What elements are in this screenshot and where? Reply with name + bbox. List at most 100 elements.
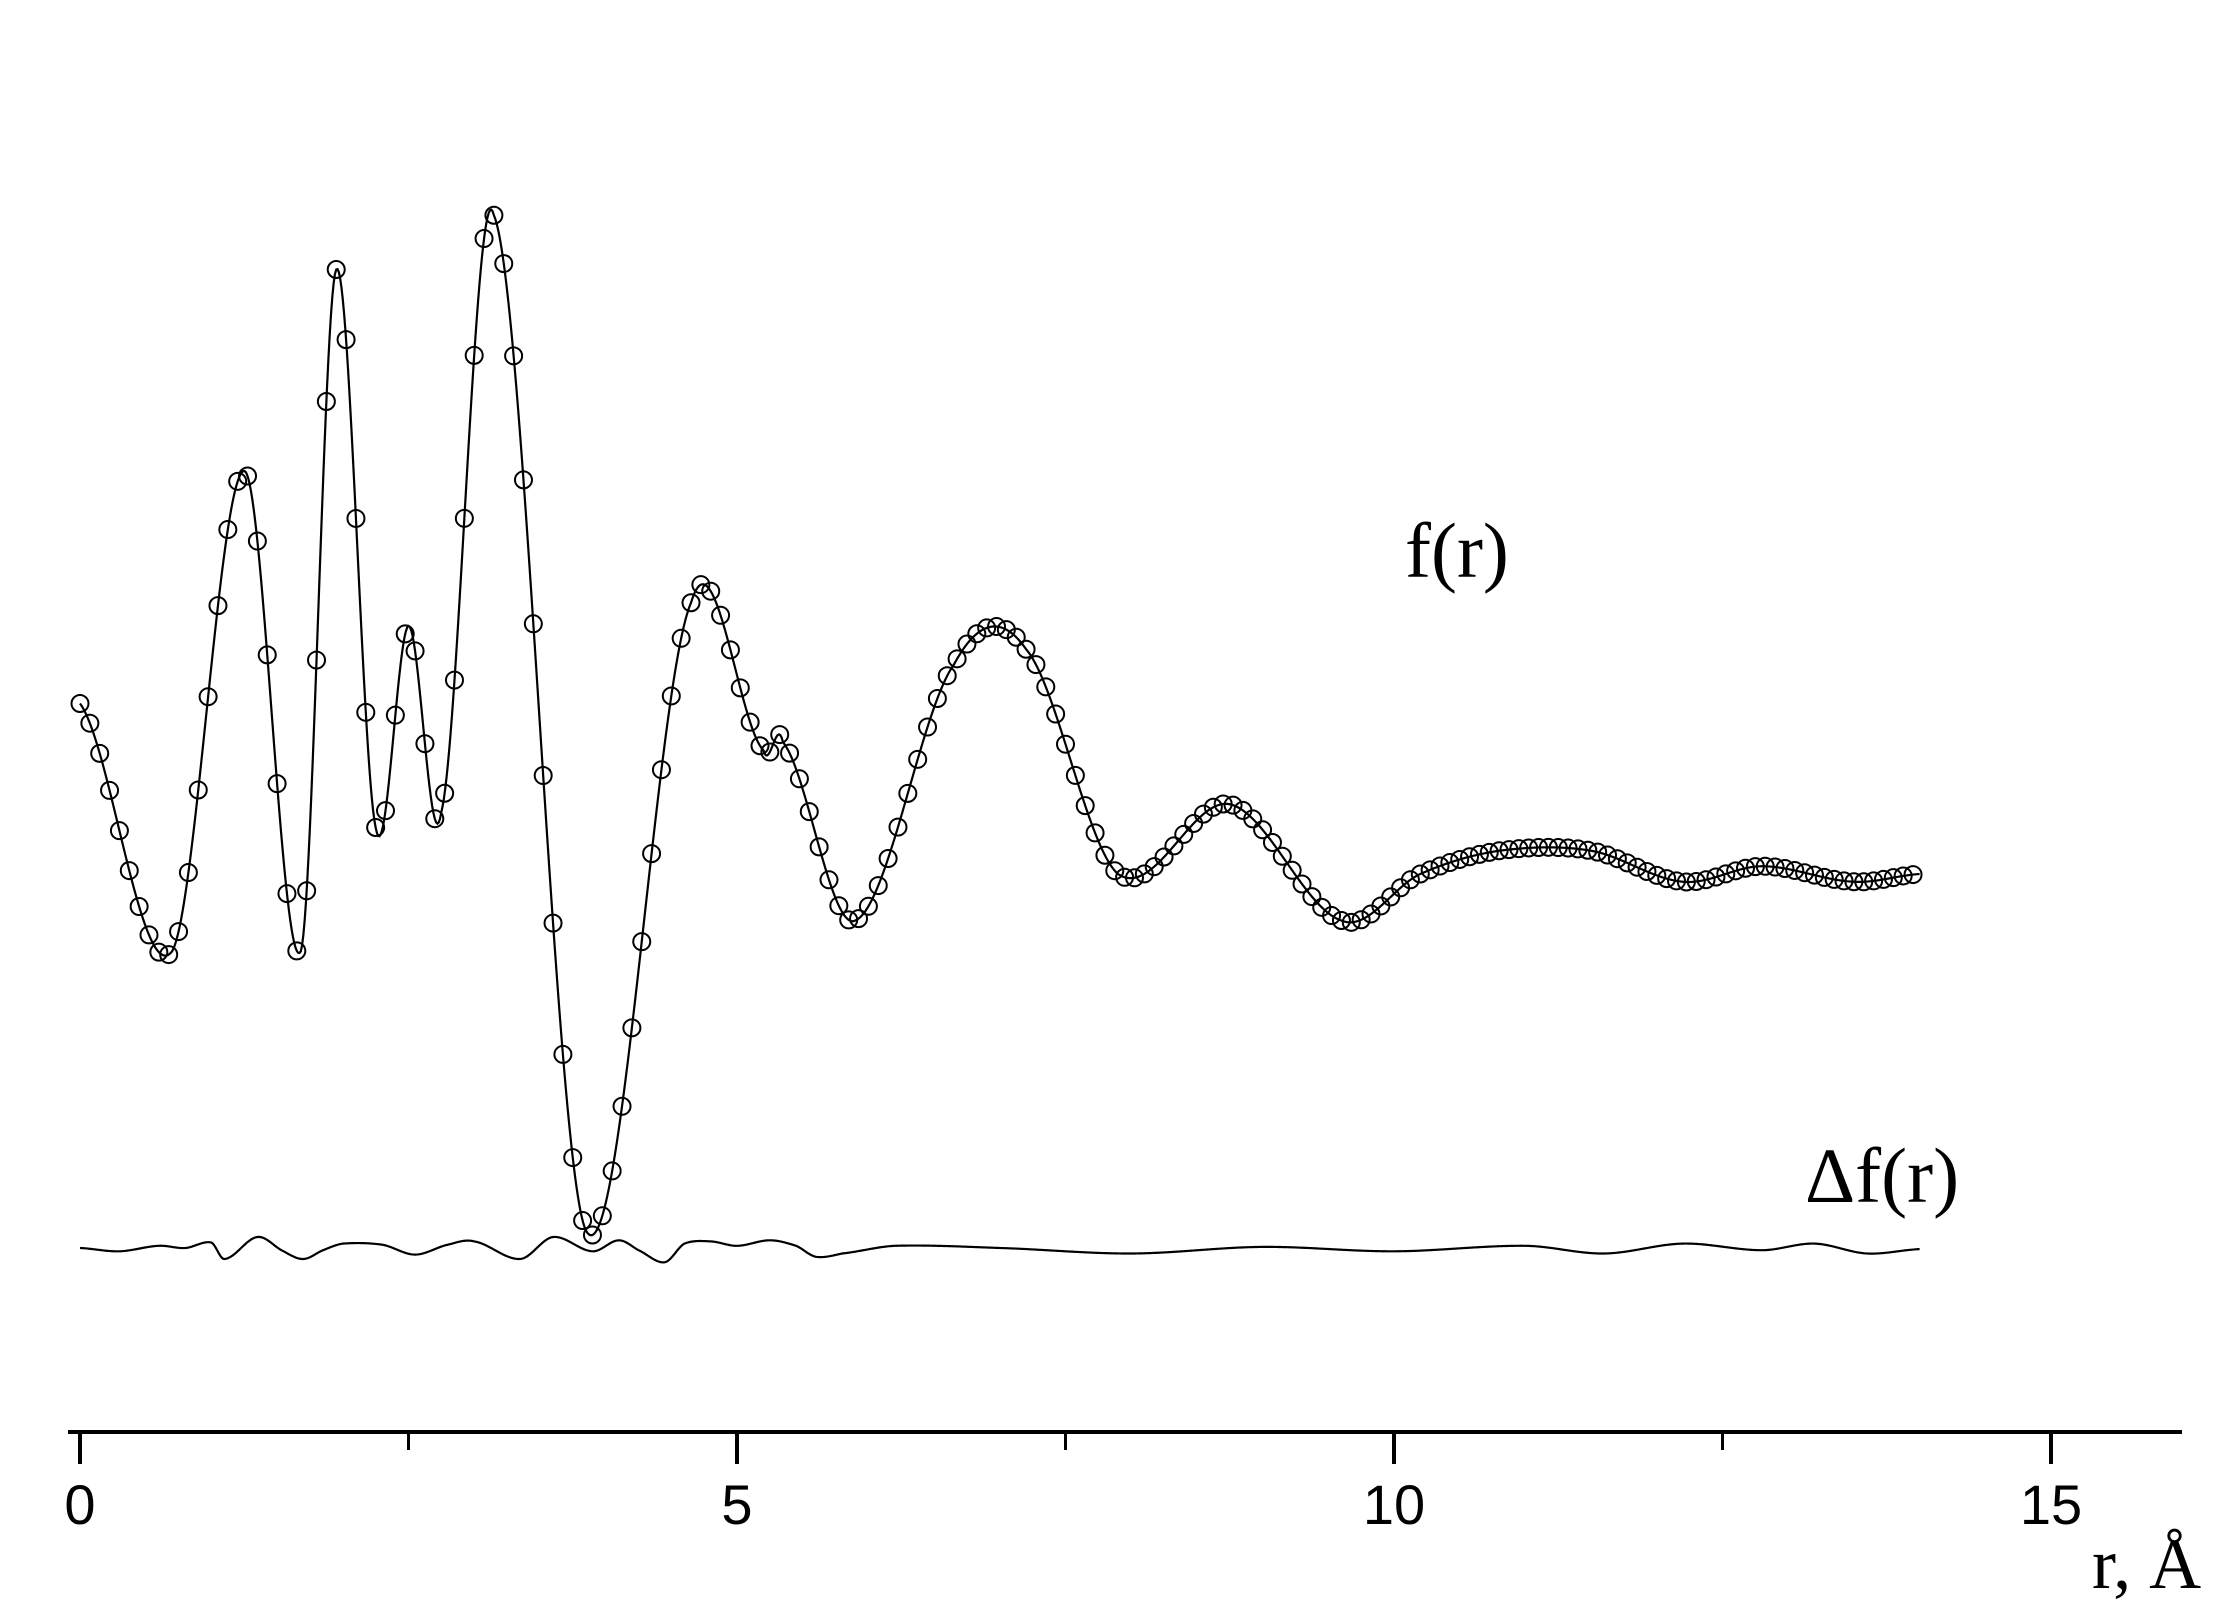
- f-r-point-46: [523, 614, 543, 634]
- f-r-point-61: [671, 628, 691, 648]
- f-r-point-130: [1351, 910, 1371, 930]
- f-r-point-18: [247, 531, 267, 551]
- f-r-point-70: [760, 742, 780, 762]
- f-r-point-11: [178, 863, 198, 883]
- f-r-point-106: [1115, 867, 1135, 887]
- f-r-point-36: [425, 809, 445, 829]
- f-r-point-178: [1824, 869, 1844, 889]
- f-r-point-159: [1637, 861, 1657, 881]
- f-r-point-49: [553, 1044, 573, 1064]
- f-r-point-25: [316, 392, 336, 411]
- f-r-point-21: [277, 884, 297, 904]
- f-r-point-57: [632, 932, 652, 952]
- f-r-point-58: [642, 844, 662, 864]
- series-layer: [79, 208, 1920, 1264]
- f-r-point-82: [878, 849, 898, 868]
- f-r-point-0: [70, 694, 90, 713]
- f-r-point-95: [1006, 627, 1026, 647]
- f-r-point-157: [1617, 853, 1637, 873]
- f-r-point-4: [109, 821, 129, 841]
- f-r-point-129: [1341, 912, 1361, 932]
- f-r-point-83: [888, 817, 908, 837]
- f-r-point-105: [1105, 861, 1125, 881]
- x-axis-tick-labels: 0 5 10 15: [64, 1473, 2082, 1536]
- f-r-point-175: [1795, 863, 1815, 883]
- f-r-point-119: [1243, 809, 1263, 829]
- f-r-point-102: [1075, 796, 1095, 816]
- f-r-point-12: [188, 780, 208, 800]
- f-r-point-65: [711, 605, 731, 625]
- f-r-point-93: [987, 617, 1007, 637]
- f-r-point-166: [1706, 867, 1726, 887]
- f-r-point-140: [1450, 849, 1470, 869]
- f-r-point-186: [1903, 865, 1923, 885]
- f-r-point-17: [238, 466, 258, 486]
- f-r-point-97: [1026, 655, 1046, 675]
- f-r-point-168: [1726, 861, 1746, 881]
- f-r-point-88: [937, 666, 957, 686]
- f-r-point-47: [533, 766, 553, 786]
- f-r-point-117: [1223, 795, 1243, 815]
- f-r-point-96: [1016, 639, 1036, 659]
- f-r-point-10: [169, 922, 189, 942]
- f-r-point-44: [504, 346, 524, 366]
- f-r-point-67: [730, 678, 750, 698]
- f-r-point-177: [1814, 867, 1834, 887]
- f-r-point-184: [1883, 868, 1903, 888]
- f-r-point-101: [1065, 765, 1085, 785]
- x-tick-label-10: 10: [1363, 1473, 1425, 1536]
- f-r-point-169: [1735, 858, 1755, 878]
- series-label-f-r: f(r): [1405, 507, 1509, 594]
- f-r-point-76: [819, 870, 839, 890]
- f-r-point-38: [444, 670, 464, 690]
- f-r-point-8: [149, 942, 169, 962]
- f-r-point-2: [90, 743, 110, 763]
- f-r-point-179: [1834, 871, 1854, 891]
- f-r-point-1: [80, 713, 100, 733]
- f-r-point-37: [435, 783, 455, 803]
- f-r-point-54: [602, 1161, 622, 1181]
- series-label-delta-f-r: Δf(r): [1805, 1132, 1959, 1219]
- f-r-point-180: [1844, 872, 1864, 892]
- f-r-point-110: [1154, 847, 1174, 867]
- f-r-point-147: [1519, 838, 1539, 858]
- f-r-point-40: [464, 345, 484, 365]
- f-r-point-26: [326, 260, 346, 279]
- f-r-point-20: [267, 774, 287, 794]
- f-r-point-160: [1647, 865, 1667, 885]
- f-r-point-30: [366, 818, 386, 837]
- f-r-point-29: [356, 702, 376, 722]
- f-r-point-143: [1479, 842, 1499, 862]
- f-r-point-152: [1568, 839, 1588, 859]
- f-r-point-145: [1499, 840, 1519, 860]
- x-tick-label-5: 5: [721, 1473, 752, 1536]
- f-r-point-148: [1529, 838, 1549, 857]
- series-line-delta-f-r: [79, 1235, 1920, 1264]
- f-r-point-52: [582, 1225, 602, 1245]
- f-r-point-156: [1607, 849, 1627, 869]
- x-tick-label-15: 15: [2020, 1473, 2082, 1536]
- f-r-point-53: [592, 1206, 612, 1226]
- x-axis-ticks: [78, 1432, 2053, 1464]
- f-r-point-9: [159, 945, 179, 965]
- f-r-point-91: [967, 624, 987, 644]
- f-r-point-124: [1292, 874, 1312, 894]
- f-r-point-89: [947, 649, 967, 669]
- f-r-point-121: [1262, 832, 1282, 852]
- f-r-point-137: [1420, 860, 1440, 880]
- f-r-point-39: [454, 508, 474, 528]
- f-r-point-15: [218, 520, 238, 540]
- f-r-point-138: [1430, 856, 1450, 876]
- f-r-point-13: [198, 687, 218, 707]
- f-r-point-24: [307, 650, 327, 670]
- f-r-point-114: [1193, 804, 1213, 824]
- f-r-point-34: [405, 641, 425, 661]
- f-r-point-42: [484, 205, 504, 225]
- f-r-point-128: [1331, 911, 1351, 930]
- f-r-point-165: [1696, 870, 1716, 890]
- f-r-point-151: [1558, 838, 1578, 858]
- f-r-point-33: [395, 624, 415, 644]
- f-r-point-56: [622, 1018, 642, 1038]
- f-r-point-14: [208, 596, 228, 616]
